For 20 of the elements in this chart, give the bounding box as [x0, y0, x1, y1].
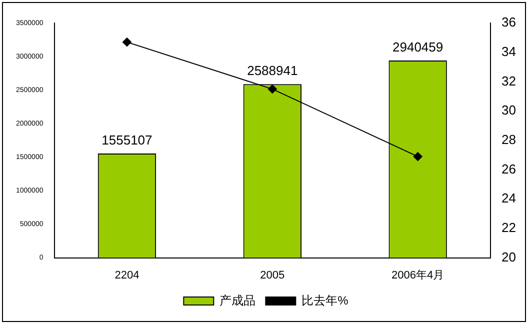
y2-tick-label: 24	[502, 190, 516, 206]
y2-tick-label: 20	[502, 249, 516, 264]
y2-tick-label: 26	[502, 161, 516, 176]
y2-tick-label: 30	[502, 102, 516, 118]
legend-label: 产成品	[220, 293, 256, 308]
text: 1555107	[102, 132, 152, 148]
y2-tick-label: 28	[502, 132, 516, 147]
x-tick-label: 2005	[260, 269, 285, 282]
text: 2940459	[392, 40, 444, 55]
text: 2588941	[247, 63, 298, 78]
y2-tick-label: 36	[502, 14, 516, 30]
point	[122, 38, 132, 47]
legend-label: 比去年%	[302, 293, 349, 308]
y2-tick-label: 22	[502, 220, 516, 236]
x-tick-label: 2006年4月	[392, 269, 444, 282]
y2-tick-label: 34	[502, 44, 516, 59]
x-tick-label: 2204	[114, 269, 140, 282]
point	[413, 152, 422, 162]
y2-tick-label: 32	[502, 73, 516, 88]
point	[268, 84, 277, 94]
